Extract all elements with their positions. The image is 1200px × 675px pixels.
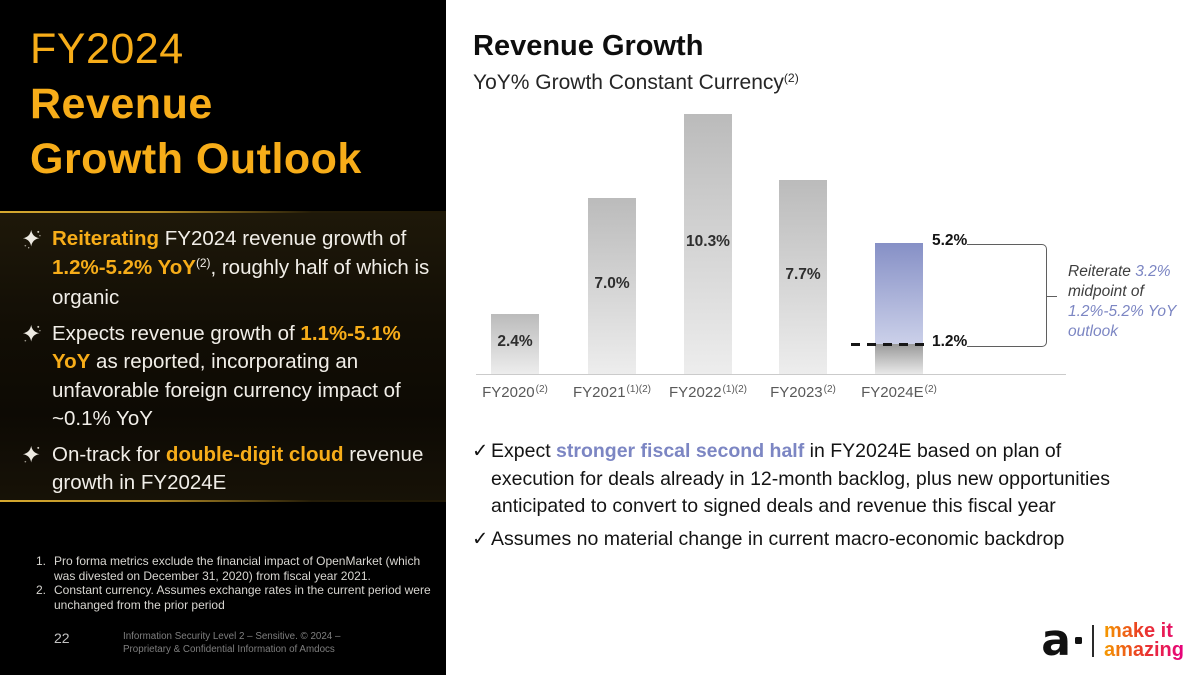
key-point-3: On-track for double-digit cloud revenue … xyxy=(22,441,436,498)
x-axis-label-superscript: (2) xyxy=(924,383,937,395)
bar-value-label: 10.3% xyxy=(686,233,730,250)
x-axis-label-text: FY2023 xyxy=(770,384,823,401)
bar-fy2020 xyxy=(491,314,539,374)
key-points-panel: Reiterating FY2024 revenue growth of 1.2… xyxy=(0,213,446,500)
outlook-annotation: Reiterate 3.2% midpoint of 1.2%-5.2% YoY… xyxy=(1068,263,1177,340)
page-number: 22 xyxy=(54,630,70,646)
footnote-number: 2. xyxy=(36,583,47,597)
bar-fy2021 xyxy=(588,198,636,374)
footnote-1: 1. Pro forma metrics exclude the financi… xyxy=(36,554,434,583)
gold-divider-bottom xyxy=(0,500,446,502)
checkmark-icon: ✓ xyxy=(472,440,489,462)
outlook-low-dashed-line xyxy=(851,343,925,346)
key-point-1: Reiterating FY2024 revenue growth of 1.2… xyxy=(22,225,436,313)
x-axis-label-fy2020: FY2020(2) xyxy=(460,383,570,402)
x-axis-label-superscript: (2) xyxy=(823,383,836,395)
amdocs-a-mark-icon: a xyxy=(1041,619,1082,663)
slide-title-line1: FY2024 xyxy=(30,25,184,73)
logo-tagline-line2: amazing xyxy=(1103,639,1184,661)
bar-value-label: 7.0% xyxy=(594,275,630,292)
logo-separator xyxy=(1091,625,1094,657)
confidentiality-footer: Information Security Level 2 – Sensitive… xyxy=(123,631,341,655)
sparkle-icon xyxy=(22,229,42,258)
key-point-2: Expects revenue growth of 1.1%-5.1% YoY … xyxy=(22,320,436,434)
commentary-text: Expect stronger fiscal second half in FY… xyxy=(491,440,1110,517)
outlook-range-bracket xyxy=(967,244,1047,347)
slide-title-line2: Revenue xyxy=(30,80,213,128)
commentary-bullets: ✓ Expect stronger fiscal second half in … xyxy=(472,438,1120,558)
main-content: Revenue Growth YoY% Growth Constant Curr… xyxy=(446,0,1200,675)
revenue-growth-bar-chart: Reiterate 3.2% midpoint of 1.2%-5.2% YoY… xyxy=(476,106,1176,401)
outlook-low-label: 1.2% xyxy=(932,333,968,350)
sparkle-icon xyxy=(22,324,42,353)
x-axis-label-superscript: (1)(2) xyxy=(722,383,747,395)
x-axis-label-superscript: (1)(2) xyxy=(626,383,651,395)
chart-baseline xyxy=(476,374,1066,375)
x-axis-label-text: FY2020 xyxy=(482,384,535,401)
x-axis-label-fy2021: FY2021(1)(2) xyxy=(557,383,667,402)
bar-fy2022 xyxy=(684,114,732,374)
footnote-number: 1. xyxy=(36,554,47,568)
logo-dot-icon xyxy=(1074,637,1082,644)
amdocs-logo: a make it amazing xyxy=(1041,619,1184,663)
bar-fy2024e-outlook-range xyxy=(875,243,923,344)
commentary-bullet-1: ✓ Expect stronger fiscal second half in … xyxy=(472,438,1120,521)
key-point-text: Reiterating FY2024 revenue growth of 1.2… xyxy=(52,227,430,309)
bar-value-label: 2.4% xyxy=(497,333,533,350)
outlook-high-label: 5.2% xyxy=(932,232,968,249)
logo-letter: a xyxy=(1041,615,1071,666)
commentary-text: Assumes no material change in current ma… xyxy=(491,527,1065,550)
sparkle-icon xyxy=(22,445,42,474)
x-axis-label-text: FY2021 xyxy=(573,384,626,401)
x-axis-label-text: FY2024E xyxy=(861,384,924,401)
x-axis-label-superscript: (2) xyxy=(535,383,548,395)
footnote-2: 2. Constant currency. Assumes exchange r… xyxy=(36,583,434,612)
chart-subtitle: YoY% Growth Constant Currency(2) xyxy=(473,71,799,94)
slide-title-line3: Growth Outlook xyxy=(30,135,362,183)
sidebar: FY2024 Revenue Growth Outlook Reiteratin… xyxy=(0,0,446,675)
key-point-text: Expects revenue growth of 1.1%-5.1% YoY … xyxy=(52,321,401,431)
footnotes: 1. Pro forma metrics exclude the financi… xyxy=(36,554,434,612)
footnote-text: Constant currency. Assumes exchange rate… xyxy=(54,583,431,612)
x-axis-label-fy2023: FY2023(2) xyxy=(748,383,858,402)
footnote-text: Pro forma metrics exclude the financial … xyxy=(54,554,421,583)
logo-tagline: make it amazing xyxy=(1104,622,1184,661)
bracket-stub xyxy=(1047,295,1057,297)
bar-fy2023 xyxy=(779,180,827,374)
key-point-text: On-track for double-digit cloud revenue … xyxy=(52,442,424,495)
chart-title: Revenue Growth xyxy=(473,30,704,62)
x-axis-label-text: FY2022 xyxy=(669,384,722,401)
commentary-bullet-2: ✓ Assumes no material change in current … xyxy=(472,526,1120,554)
x-axis-label-fy2024e: FY2024E(2) xyxy=(844,383,954,402)
slide-title: FY2024 Revenue Growth Outlook xyxy=(30,22,362,187)
checkmark-icon: ✓ xyxy=(472,527,489,550)
gold-divider-top xyxy=(0,211,446,213)
bar-fy2024e-base xyxy=(875,344,923,374)
x-axis-label-fy2022: FY2022(1)(2) xyxy=(653,383,763,402)
bar-value-label: 7.7% xyxy=(785,266,821,283)
